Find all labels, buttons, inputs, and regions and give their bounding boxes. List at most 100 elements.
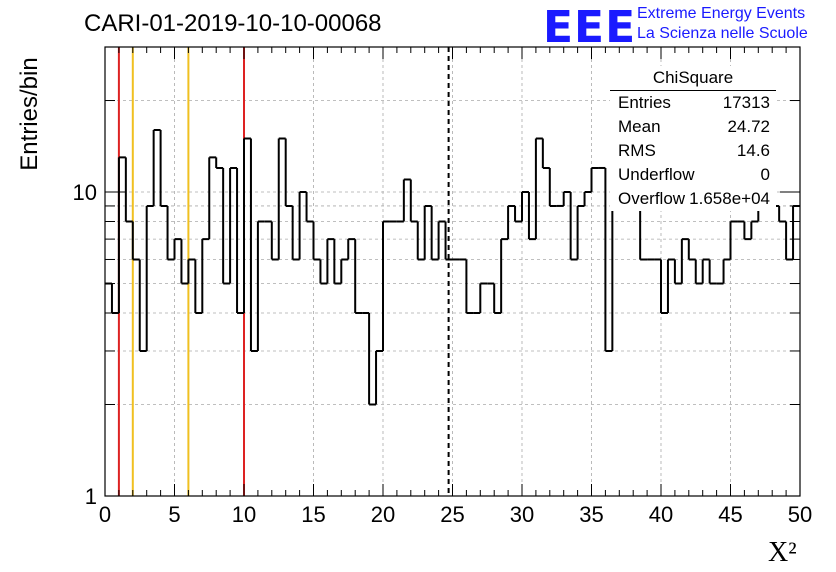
histogram-bin	[382, 220, 390, 351]
histogram-series	[105, 128, 800, 406]
histogram-bin	[256, 220, 265, 351]
histogram-bin	[270, 221, 279, 261]
histogram-bin	[562, 191, 571, 206]
histogram-bin	[548, 167, 557, 207]
reference-lines	[117, 47, 450, 496]
histogram-bin	[534, 137, 543, 240]
x-tick-label: 20	[371, 502, 395, 527]
histogram-bin	[500, 238, 509, 313]
histogram-bin	[604, 167, 613, 352]
axis-ticks	[104, 46, 801, 497]
y-axis-label: Entries/bin	[16, 57, 43, 171]
stats-title: ChiSquare	[610, 66, 776, 91]
stats-row-underflow: Underflow 0	[610, 163, 776, 187]
histogram-bin	[145, 204, 154, 351]
histogram-bin	[208, 156, 217, 240]
logo-text-line1: Extreme Energy Events	[637, 5, 806, 22]
histogram-bin	[312, 221, 321, 261]
histogram-bin	[694, 259, 703, 285]
stats-value: 0	[760, 165, 770, 184]
histogram-bin	[298, 191, 307, 260]
histogram-bin	[569, 192, 578, 261]
tick-labels: 0 5 10 15 20 25 30 35 40 45 50 1 10	[73, 180, 813, 527]
histogram-bin	[340, 258, 349, 284]
histogram-bin	[590, 166, 599, 193]
histogram-bin	[236, 167, 244, 314]
logo-text-line2: La Scienza nelle Scuole	[637, 25, 808, 42]
stats-row-rms: RMS 14.6	[610, 139, 776, 163]
histogram-bin	[778, 205, 787, 223]
stats-value: 24.72	[727, 117, 770, 136]
histogram-bin	[368, 312, 377, 406]
y-tick-label: 10	[73, 180, 97, 205]
histogram-bin	[687, 239, 696, 261]
histogram-bin	[110, 283, 119, 314]
histogram-bin	[416, 221, 425, 261]
histogram-bin	[215, 157, 224, 169]
x-tick-label: 45	[718, 502, 742, 527]
histogram-bin	[277, 137, 286, 260]
x-tick-label: 30	[510, 502, 534, 527]
x-tick-label: 40	[649, 502, 673, 527]
histogram-bin	[514, 205, 522, 223]
histogram-bin	[479, 282, 488, 313]
x-tick-label: 10	[232, 502, 256, 527]
histogram-bin	[680, 238, 689, 284]
eee-logo: EEE	[543, 2, 637, 53]
histogram-bin	[138, 259, 147, 352]
histogram-bin	[444, 221, 453, 261]
histogram-bin	[319, 259, 328, 285]
histogram-bin	[166, 205, 175, 261]
histogram-bin	[194, 259, 203, 314]
histogram-bin	[305, 192, 314, 223]
histogram-bin	[722, 258, 731, 284]
histogram-bin	[333, 239, 342, 285]
histogram-bin	[187, 258, 196, 284]
histogram-bin	[708, 259, 717, 285]
histogram-bin	[173, 238, 182, 260]
histogram-bin	[243, 137, 251, 313]
histogram-bin	[124, 157, 133, 223]
histogram-bin	[347, 238, 356, 260]
histogram-bin	[785, 221, 794, 261]
histogram-bin	[507, 204, 516, 240]
chart-title: CARI-01-2019-10-10-00068	[84, 10, 382, 37]
histogram-bin	[437, 220, 446, 260]
x-tick-label: 50	[788, 502, 812, 527]
histogram-bin	[222, 167, 231, 285]
histogram-bin	[430, 205, 439, 261]
y-tick-label: 1	[85, 484, 97, 509]
histogram-bin	[701, 258, 710, 284]
histogram-bin	[729, 220, 738, 260]
histogram-bin	[750, 220, 759, 240]
histogram-bin	[527, 192, 536, 241]
stats-row-entries: Entries 17313	[610, 91, 776, 115]
stats-value: 14.6	[736, 141, 770, 160]
histogram-bin	[375, 349, 383, 405]
histogram-bin	[354, 239, 363, 314]
histogram-bin	[673, 259, 682, 285]
histogram-bin	[423, 204, 432, 260]
histogram-bin	[465, 259, 474, 314]
stats-label: Underflow	[618, 165, 695, 184]
stats-label: Entries	[618, 93, 671, 112]
histogram-bin	[180, 239, 189, 285]
stats-row-mean: Mean 24.72	[610, 115, 776, 139]
x-tick-label: 5	[168, 502, 180, 527]
histogram-bin	[660, 259, 668, 314]
histogram-bin	[521, 191, 529, 222]
x-tick-label: 35	[579, 502, 603, 527]
x-tick-label: 25	[440, 502, 464, 527]
histogram-bin	[541, 138, 550, 169]
stats-box: ChiSquare Entries 17313 Mean 24.72 RMS 1…	[610, 66, 776, 211]
stats-value: 17313	[722, 93, 770, 112]
histogram-bin	[792, 204, 800, 260]
histogram-bin	[409, 179, 418, 223]
histogram-bin	[576, 204, 585, 260]
histogram-bin	[229, 166, 238, 284]
histogram-bin	[131, 221, 140, 261]
stats-label: Mean	[618, 117, 661, 136]
x-axis-label: X²	[768, 537, 797, 568]
histogram-bin	[666, 258, 675, 313]
